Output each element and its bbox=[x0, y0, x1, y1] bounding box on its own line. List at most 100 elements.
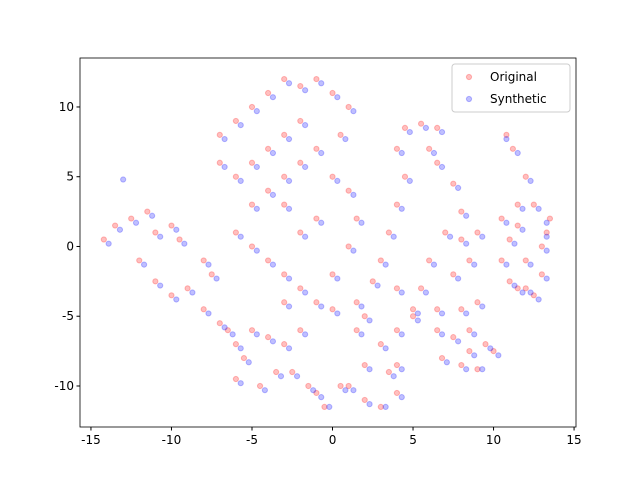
point bbox=[466, 257, 473, 264]
point bbox=[256, 382, 264, 390]
point bbox=[519, 226, 526, 233]
point bbox=[503, 131, 510, 138]
point bbox=[345, 382, 352, 390]
point bbox=[297, 327, 304, 334]
legend-label: Synthetic bbox=[490, 92, 547, 106]
point bbox=[264, 89, 272, 97]
point bbox=[269, 338, 277, 345]
point bbox=[514, 222, 521, 229]
series bbox=[100, 75, 554, 411]
point bbox=[285, 303, 293, 310]
point bbox=[205, 310, 212, 317]
point bbox=[313, 215, 320, 222]
point bbox=[232, 341, 239, 348]
x-tick-label: 0 bbox=[329, 433, 337, 447]
point bbox=[329, 306, 336, 313]
point bbox=[522, 257, 529, 264]
point bbox=[345, 103, 352, 111]
point bbox=[245, 359, 252, 366]
point bbox=[393, 327, 401, 334]
point bbox=[398, 331, 405, 338]
point bbox=[232, 229, 239, 236]
point bbox=[543, 229, 550, 236]
point bbox=[474, 366, 481, 373]
point bbox=[216, 320, 223, 327]
point bbox=[297, 117, 304, 125]
point bbox=[538, 243, 545, 250]
point bbox=[438, 310, 446, 317]
point bbox=[426, 145, 433, 152]
point bbox=[479, 366, 486, 373]
point bbox=[285, 205, 293, 212]
point bbox=[237, 177, 244, 185]
point bbox=[229, 331, 236, 338]
point bbox=[422, 289, 430, 296]
point bbox=[369, 278, 376, 285]
point bbox=[248, 201, 256, 208]
point bbox=[302, 87, 309, 94]
point bbox=[168, 292, 175, 299]
point bbox=[438, 128, 446, 136]
point bbox=[152, 278, 159, 285]
point bbox=[390, 233, 397, 240]
point bbox=[285, 135, 293, 143]
point bbox=[240, 354, 248, 362]
point bbox=[216, 131, 223, 138]
point bbox=[366, 401, 373, 408]
point bbox=[281, 131, 288, 138]
point bbox=[337, 382, 344, 390]
point bbox=[253, 247, 260, 254]
point bbox=[458, 208, 465, 215]
point bbox=[350, 108, 357, 115]
point bbox=[458, 361, 465, 369]
point bbox=[530, 201, 537, 208]
point bbox=[393, 361, 401, 369]
point bbox=[253, 163, 260, 171]
point bbox=[269, 94, 277, 101]
point bbox=[503, 135, 510, 143]
point bbox=[313, 145, 320, 152]
point bbox=[455, 338, 462, 345]
point bbox=[208, 271, 215, 278]
point bbox=[285, 345, 293, 352]
point bbox=[281, 75, 288, 83]
point bbox=[318, 149, 325, 157]
point bbox=[149, 212, 156, 219]
point bbox=[264, 145, 272, 152]
point bbox=[269, 191, 277, 198]
point bbox=[318, 219, 325, 226]
point bbox=[221, 135, 228, 143]
point bbox=[313, 389, 320, 397]
point bbox=[321, 403, 328, 411]
x-tick-label: -15 bbox=[81, 433, 101, 447]
point bbox=[358, 219, 365, 226]
y-tick-label: -10 bbox=[54, 379, 74, 393]
point bbox=[269, 149, 277, 157]
point bbox=[434, 327, 441, 334]
point bbox=[285, 80, 293, 87]
point bbox=[398, 394, 405, 401]
point bbox=[253, 331, 260, 338]
point bbox=[313, 299, 320, 306]
point bbox=[377, 341, 384, 348]
point bbox=[120, 176, 127, 183]
point bbox=[184, 285, 191, 292]
point bbox=[350, 191, 357, 198]
point bbox=[430, 261, 438, 268]
point bbox=[446, 233, 454, 240]
point bbox=[285, 177, 293, 185]
point bbox=[543, 275, 550, 282]
point bbox=[305, 382, 312, 390]
point bbox=[482, 341, 489, 348]
point bbox=[438, 163, 446, 171]
point bbox=[535, 296, 542, 303]
point bbox=[393, 201, 401, 208]
point bbox=[176, 236, 183, 243]
point bbox=[506, 278, 513, 285]
point bbox=[498, 257, 505, 264]
point bbox=[406, 128, 413, 136]
point bbox=[144, 208, 151, 215]
point bbox=[136, 257, 143, 264]
point bbox=[527, 261, 534, 268]
